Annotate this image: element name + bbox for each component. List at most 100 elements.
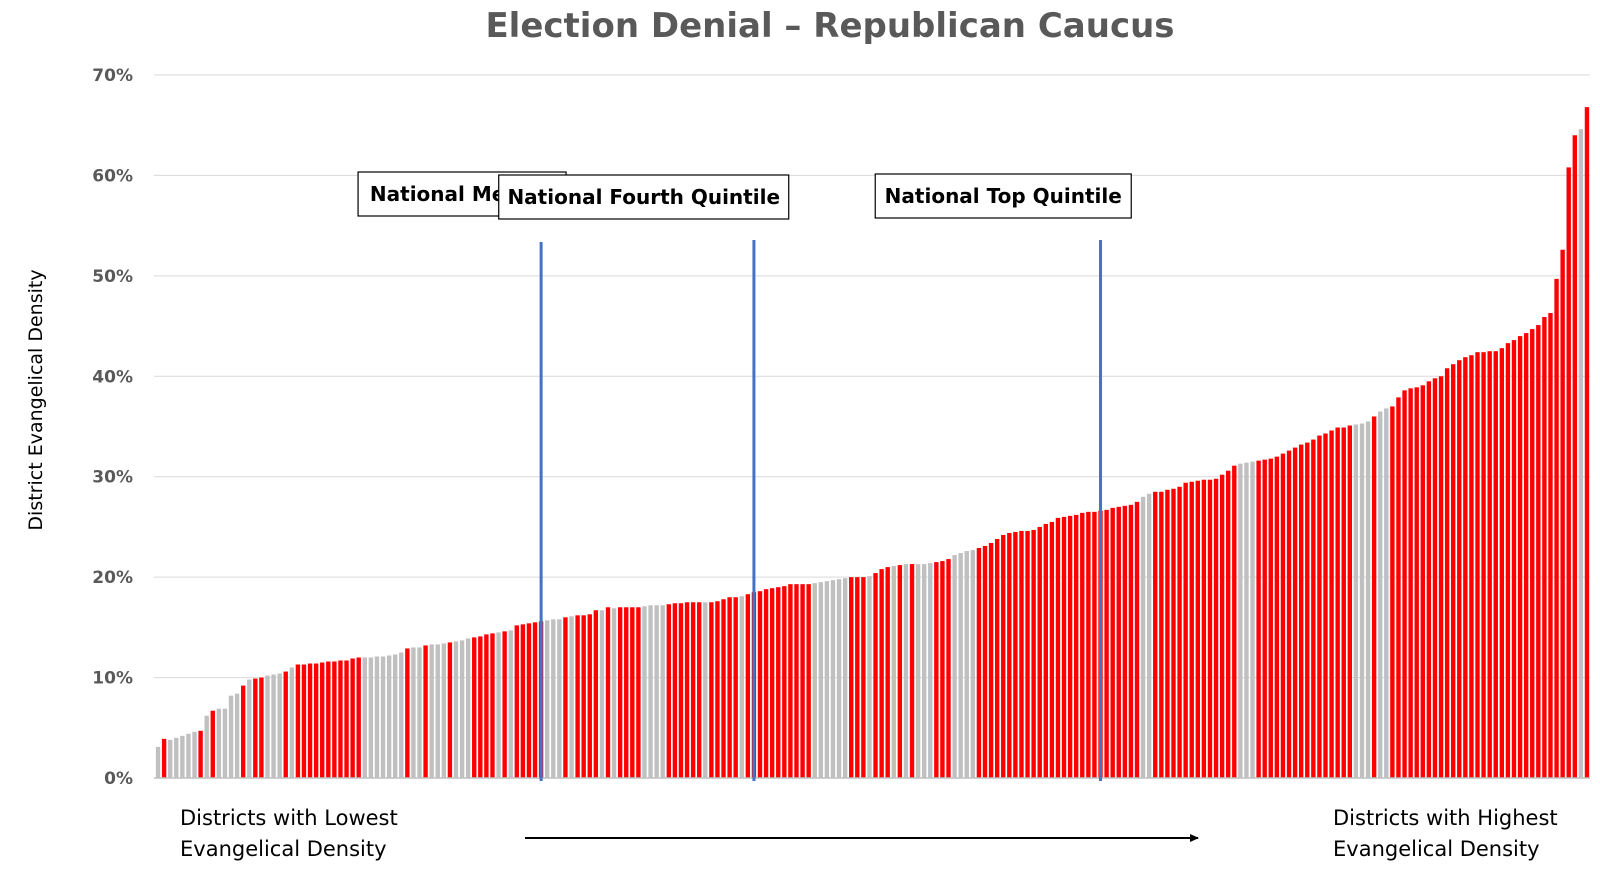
- bar-other: [1250, 461, 1255, 778]
- bar-denier: [520, 624, 526, 778]
- bar-denier: [855, 577, 860, 778]
- y-tick-label: 70%: [92, 66, 133, 86]
- bar-denier: [295, 664, 301, 778]
- bar-other: [155, 746, 161, 778]
- bar-other: [429, 644, 434, 778]
- bar-denier: [1232, 465, 1237, 778]
- bar-denier: [940, 561, 945, 778]
- bar-denier: [1481, 352, 1486, 778]
- bar-denier: [563, 617, 568, 778]
- bar-denier: [976, 548, 982, 778]
- bar-other: [362, 657, 367, 778]
- bar-other: [1140, 496, 1146, 778]
- chart-title: Election Denial – Republican Caucus: [485, 6, 1174, 46]
- bar-denier: [210, 710, 215, 778]
- bar-denier: [1165, 489, 1170, 778]
- bar-denier: [1074, 514, 1079, 778]
- bar-denier: [861, 577, 866, 778]
- bar-denier: [1013, 531, 1018, 778]
- bar-other: [922, 564, 927, 778]
- bar-other: [277, 673, 282, 778]
- bar-denier: [1311, 439, 1316, 778]
- y-tick-label: 0%: [104, 769, 133, 789]
- bar-denier: [1530, 329, 1535, 778]
- bar-denier: [1025, 530, 1030, 778]
- bar-denier: [259, 677, 264, 778]
- footnote-left-line1: Districts with Lowest: [180, 806, 398, 830]
- bar-denier: [1207, 479, 1213, 778]
- bar-denier: [532, 622, 538, 778]
- marker-box-fourth-quintile: [498, 174, 790, 220]
- bar-denier: [1298, 444, 1304, 778]
- bar-denier: [1049, 521, 1055, 778]
- bar-denier: [1043, 523, 1048, 778]
- bar-denier: [1055, 517, 1061, 778]
- bar-other: [958, 553, 963, 778]
- bar-other: [1384, 408, 1389, 778]
- bar-other: [186, 733, 191, 778]
- bar-other: [1359, 423, 1365, 778]
- bar-other: [648, 605, 653, 778]
- marker-label-top-quintile: National Top Quintile: [885, 184, 1122, 208]
- bar-other: [739, 596, 744, 778]
- bar-other: [465, 638, 471, 778]
- bar-denier: [1390, 406, 1395, 778]
- bar-denier: [1080, 512, 1085, 778]
- bar-denier: [575, 615, 580, 778]
- bar-other: [964, 551, 969, 778]
- bar-denier: [1566, 167, 1571, 778]
- bar-other: [903, 564, 909, 778]
- bar-denier: [1335, 427, 1340, 778]
- bar-denier: [1554, 278, 1559, 778]
- bar-denier: [1493, 351, 1498, 778]
- bar-denier: [1037, 526, 1042, 778]
- bar-denier: [301, 664, 307, 778]
- bar-other: [1365, 421, 1371, 778]
- bar-denier: [1499, 348, 1505, 778]
- bar-denier: [1110, 507, 1115, 778]
- bar-denier: [1122, 505, 1128, 778]
- bar-denier: [1463, 357, 1468, 778]
- bar-denier: [253, 678, 258, 778]
- bar-denier: [338, 660, 343, 778]
- bar-denier: [356, 657, 361, 778]
- bar-other: [168, 739, 173, 778]
- bar-denier: [727, 597, 732, 778]
- bar-other: [174, 737, 179, 778]
- bar-denier: [1542, 317, 1547, 778]
- bar-other: [234, 693, 240, 778]
- bar-denier: [1019, 530, 1024, 778]
- bar-denier: [721, 599, 726, 778]
- bar-denier: [1262, 459, 1267, 778]
- bar-denier: [1292, 447, 1298, 778]
- y-tick-label: 30%: [92, 468, 133, 488]
- bar-denier: [1457, 360, 1462, 778]
- bar-denier: [1067, 515, 1073, 778]
- bar-denier: [1408, 388, 1413, 778]
- bar-denier: [946, 559, 951, 778]
- bar-denier: [1128, 504, 1134, 778]
- bar-denier: [1584, 107, 1590, 778]
- bar-other: [441, 643, 447, 778]
- bar-denier: [350, 658, 355, 778]
- bar-denier: [1061, 516, 1067, 778]
- bar-denier: [909, 564, 915, 778]
- bar-other: [915, 564, 921, 778]
- bar-denier: [581, 615, 586, 778]
- bar-other: [611, 608, 617, 778]
- bar-denier: [666, 604, 671, 778]
- footnote-right-line2: Evangelical Density: [1333, 837, 1540, 861]
- bar-denier: [1159, 491, 1164, 778]
- bar-other: [374, 656, 380, 778]
- bar-denier: [1189, 481, 1194, 778]
- bars: [155, 107, 1590, 779]
- bar-denier: [1134, 501, 1140, 778]
- bar-denier: [326, 661, 331, 778]
- bar-other: [180, 735, 185, 778]
- bar-denier: [1414, 387, 1419, 778]
- bar-other: [289, 667, 294, 778]
- bar-other: [508, 630, 513, 778]
- bar-denier: [1177, 486, 1182, 778]
- bar-denier: [1420, 385, 1425, 778]
